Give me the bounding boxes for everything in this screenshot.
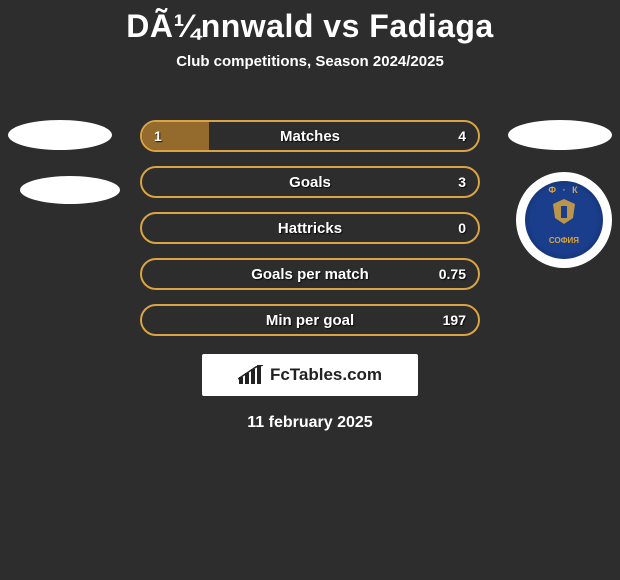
- stat-value-right: 3: [458, 168, 466, 196]
- brand-text: FcTables.com: [270, 365, 382, 385]
- stat-label: Matches: [142, 122, 478, 150]
- stat-row-goals-per-match: Goals per match 0.75: [140, 258, 480, 290]
- stat-label: Hattricks: [142, 214, 478, 242]
- stat-row-goals: Goals 3: [140, 166, 480, 198]
- stat-row-matches: 1 Matches 4: [140, 120, 480, 152]
- stat-label: Min per goal: [142, 306, 478, 334]
- stat-label: Goals per match: [142, 260, 478, 288]
- stats-container: 1 Matches 4 Goals 3 Hattricks 0 Goals pe…: [0, 120, 620, 432]
- stat-value-right: 197: [443, 306, 466, 334]
- bar-chart-icon: [238, 365, 264, 385]
- page-subtitle: Club competitions, Season 2024/2025: [0, 53, 620, 70]
- stat-value-right: 4: [458, 122, 466, 150]
- stat-row-hattricks: Hattricks 0: [140, 212, 480, 244]
- stat-row-min-per-goal: Min per goal 197: [140, 304, 480, 336]
- page-title: DÃ¼nnwald vs Fadiaga: [0, 0, 620, 45]
- brand-box[interactable]: FcTables.com: [202, 354, 418, 396]
- footer-date: 11 february 2025: [0, 414, 620, 432]
- stat-label: Goals: [142, 168, 478, 196]
- stat-value-right: 0: [458, 214, 466, 242]
- stat-value-right: 0.75: [439, 260, 466, 288]
